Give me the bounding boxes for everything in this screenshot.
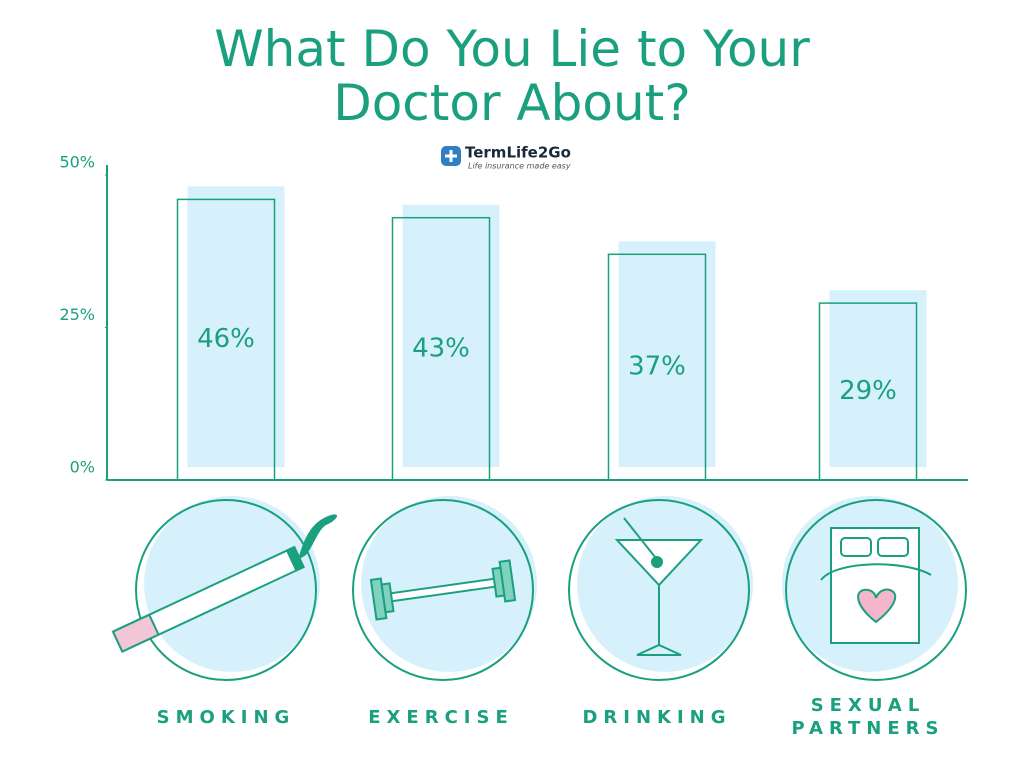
logo-tagline: Life insurance made easy [468,162,571,171]
logo-name: TermLife2Go [465,144,571,162]
value-label: 37% [628,352,686,382]
icons [111,496,967,681]
y-tick-label: 25% [59,305,95,324]
title: What Do You Lie to Your Doctor About? [0,22,1024,130]
value-label: 46% [197,324,255,354]
bar-shadow [829,290,927,467]
bar [176,198,276,481]
category-label: DRINKING [582,706,732,728]
bar [391,216,491,481]
bar [607,253,707,481]
y-tick-label: 50% [59,153,95,172]
category-label: SEXUAL PARTNERS [791,695,945,739]
title-text: What Do You Lie to Your Doctor About? [214,20,810,132]
bar-shadow [618,241,716,467]
bar-shadow [402,204,500,467]
bar [818,302,918,481]
value-label: 43% [412,333,470,363]
y-tick-label: 0% [70,458,95,477]
category-label: EXERCISE [368,706,514,728]
value-label: 29% [839,376,897,406]
logo: TermLife2Go Life insurance made easy [441,144,571,171]
bar-shadow [187,186,285,467]
category-label: SMOKING [156,706,296,728]
